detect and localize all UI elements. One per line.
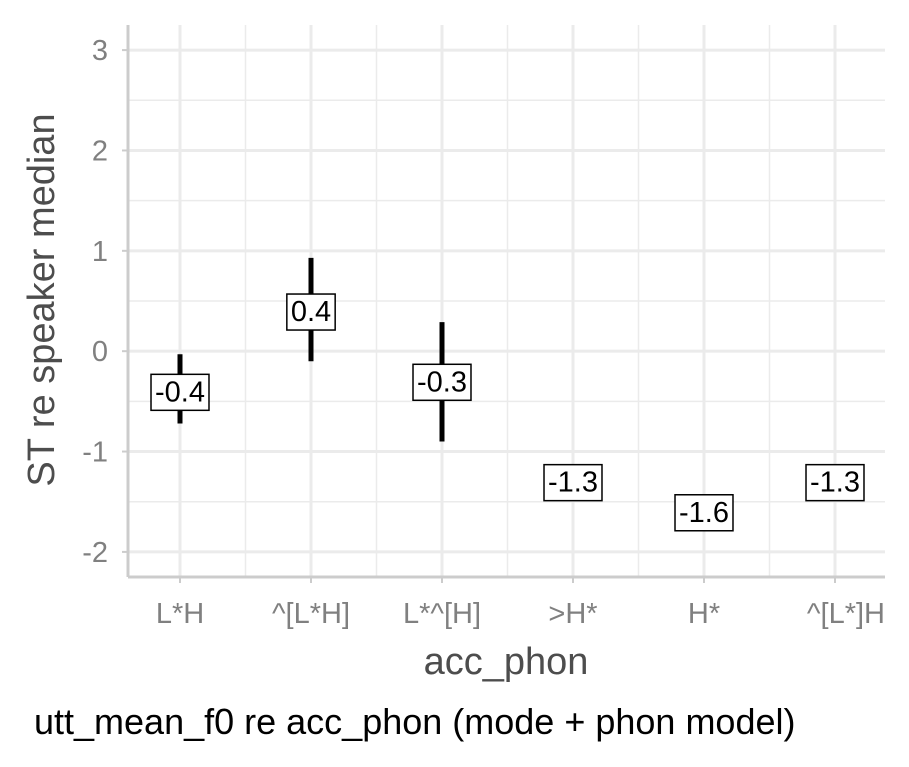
y-axis-title: ST re speaker median: [21, 113, 63, 486]
y-tick-label: 0: [92, 336, 108, 368]
y-tick-label: -2: [82, 537, 108, 569]
data-label-text: -1.3: [810, 467, 860, 499]
y-tick-label: -1: [82, 437, 108, 469]
y-tick-labels: -2 -1 0 1 2 3: [82, 35, 108, 569]
data-marks: -0.4 0.4 -0.3 -1.3 -1.6 -1.3: [150, 257, 865, 532]
data-label-text: -0.3: [417, 366, 467, 398]
data-label: -0.3: [412, 363, 472, 402]
data-label-box: [150, 373, 210, 412]
data-label: -1.3: [543, 463, 603, 502]
data-label-text: 0.4: [291, 296, 331, 328]
y-tick-label: 3: [92, 35, 108, 67]
data-label-text: -1.6: [679, 497, 729, 529]
data-label-box: [805, 463, 865, 502]
data-label-text: -1.3: [548, 467, 598, 499]
x-tick-label: ^[L*]H: [807, 598, 885, 630]
x-tick-label: L*H: [156, 598, 204, 630]
x-tick-label: ^[L*H]: [272, 598, 350, 630]
x-tick-label: H*: [688, 598, 720, 630]
y-tick-label: 1: [92, 236, 108, 268]
data-label: -0.4: [150, 373, 210, 412]
axes: [126, 25, 885, 579]
data-label-box: [674, 494, 734, 532]
data-label-text: -0.4: [155, 376, 205, 408]
x-axis-title: acc_phon: [424, 641, 589, 683]
data-label: 0.4: [286, 293, 336, 331]
x-tick-labels: L*H ^[L*H] L*^[H] >H* H* ^[L*]H: [156, 598, 885, 630]
x-tick-label: >H*: [548, 598, 597, 630]
y-tick-label: 2: [92, 135, 108, 167]
x-tick-label: L*^[H]: [403, 598, 481, 630]
data-label: -1.6: [674, 494, 734, 532]
data-label-box: [543, 463, 603, 502]
chart-caption: utt_mean_f0 re acc_phon (mode + phon mod…: [34, 701, 795, 742]
grid-major: [122, 25, 885, 583]
data-label-box: [412, 363, 472, 402]
data-label: -1.3: [805, 463, 865, 502]
grid-minor: [128, 25, 885, 577]
data-label-box: [286, 293, 336, 331]
